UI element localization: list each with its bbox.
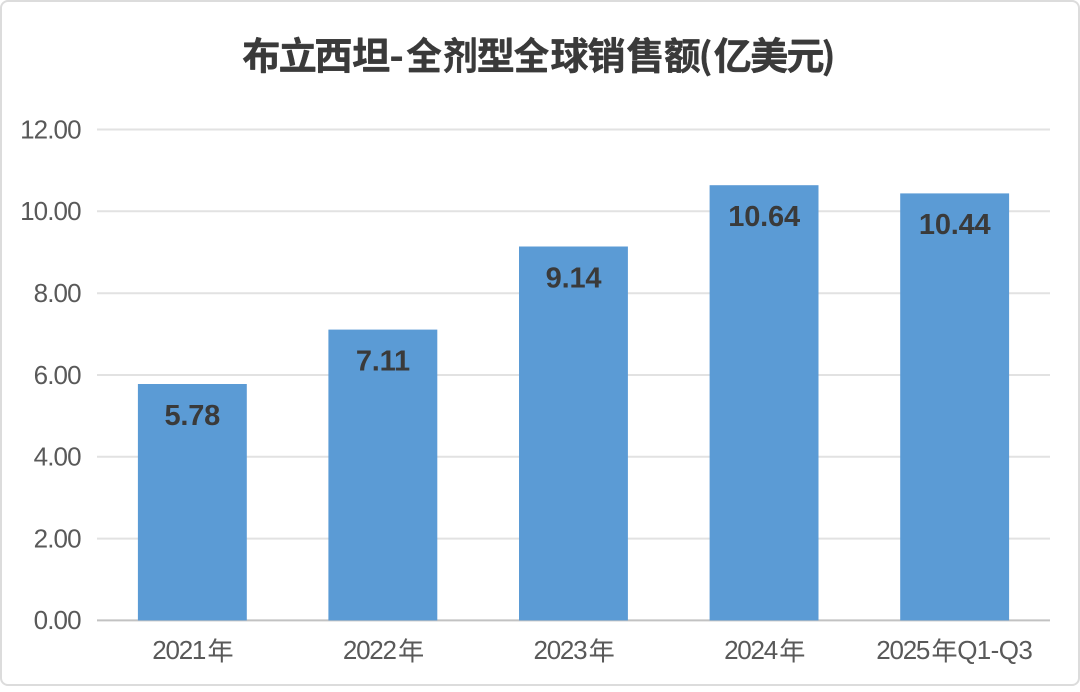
svg-text:2025: 2025 [876, 635, 930, 665]
svg-text:10.64: 10.64 [728, 201, 800, 233]
svg-text:2022: 2022 [343, 635, 397, 665]
svg-text:0.00: 0.00 [34, 605, 81, 635]
svg-text:2023: 2023 [534, 635, 588, 665]
svg-text:7.11: 7.11 [356, 345, 410, 377]
svg-text:Q1-Q3: Q1-Q3 [957, 635, 1032, 665]
svg-text:5.78: 5.78 [164, 400, 220, 432]
svg-text:9.14: 9.14 [546, 262, 602, 294]
svg-text:10.44: 10.44 [919, 209, 991, 241]
svg-text:12.00: 12.00 [20, 114, 81, 144]
svg-text:4.00: 4.00 [34, 442, 81, 472]
svg-text:2021: 2021 [152, 635, 206, 665]
svg-text:8.00: 8.00 [34, 278, 81, 308]
svg-text:10.00: 10.00 [20, 196, 81, 226]
svg-text:6.00: 6.00 [34, 360, 81, 390]
svg-text:2.00: 2.00 [34, 523, 81, 553]
svg-text:2024: 2024 [724, 635, 778, 665]
